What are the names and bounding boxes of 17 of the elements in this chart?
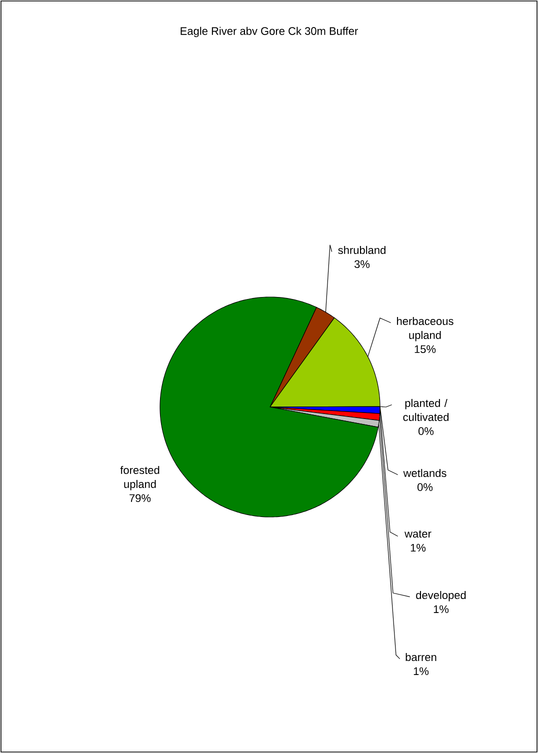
legend-label: planted / cultivated	[403, 398, 449, 422]
slice-label: shrubland	[338, 246, 386, 254]
slice-label: barren	[406, 652, 436, 662]
data-label: 3%	[354, 260, 370, 268]
data-label: 79%	[130, 494, 151, 502]
slice-label: developed	[416, 590, 466, 602]
data-label: 1%	[434, 605, 449, 614]
data-label: 1%	[414, 667, 429, 676]
slice-label: water	[404, 530, 432, 538]
data-label: 15%	[414, 345, 436, 354]
text: 0%	[418, 427, 434, 436]
text: 0%	[417, 483, 433, 492]
data-label: 1%	[410, 544, 426, 552]
slice-label: herbaceous upland	[397, 316, 454, 342]
chart-title: Eagle River abv Gore Ck 30m Buffer	[180, 26, 358, 38]
slice-label: forested upland	[120, 466, 160, 490]
category-label: wetlands	[403, 468, 446, 478]
